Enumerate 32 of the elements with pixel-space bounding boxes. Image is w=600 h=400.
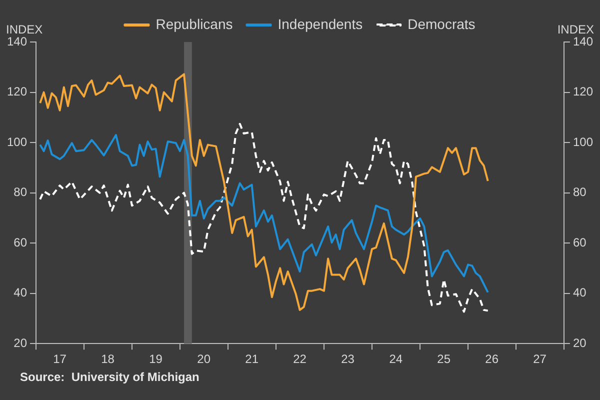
y-tick-label: 100 (6, 134, 28, 149)
x-tick-label: 22 (293, 352, 307, 366)
x-tick-label: 23 (341, 352, 355, 366)
y-tick-label: 140 (6, 34, 28, 48)
legend-label: Republicans (156, 16, 233, 32)
y2-axis-title: INDEX (557, 22, 594, 36)
legend-label: Independents (278, 16, 363, 32)
y2-tick-label: 60 (572, 235, 587, 250)
x-tick-label: 20 (197, 352, 211, 366)
y2-tick-label: 120 (572, 84, 594, 99)
y2-tick-label: 20 (572, 336, 587, 350)
y2-tick-label: 100 (572, 134, 594, 149)
y2-tick-label: 140 (572, 34, 594, 48)
x-tick-label: 24 (389, 352, 403, 366)
y-tick-label: 120 (6, 84, 28, 99)
y-tick-label: 40 (14, 286, 28, 300)
legend-label: Democrats (408, 16, 476, 32)
y-tick-label: 60 (14, 235, 28, 250)
source-note: Source: University of Michigan (19, 370, 200, 384)
y2-tick-label: 40 (572, 286, 587, 300)
line-series (39, 122, 489, 313)
y-tick-label: 20 (14, 336, 28, 350)
x-tick-label: 18 (101, 352, 115, 366)
y-tick-label: 80 (14, 185, 28, 200)
y-axis-title: INDEX (6, 22, 43, 36)
x-tick-label: 25 (437, 352, 451, 366)
x-tick-label: 17 (53, 352, 67, 366)
x-tick-label: 19 (149, 352, 163, 366)
y2-tick-label: 80 (572, 185, 587, 200)
x-tick-label: 21 (245, 352, 259, 366)
x-tick-label: 27 (533, 352, 547, 366)
x-tick-label: 26 (485, 352, 499, 366)
